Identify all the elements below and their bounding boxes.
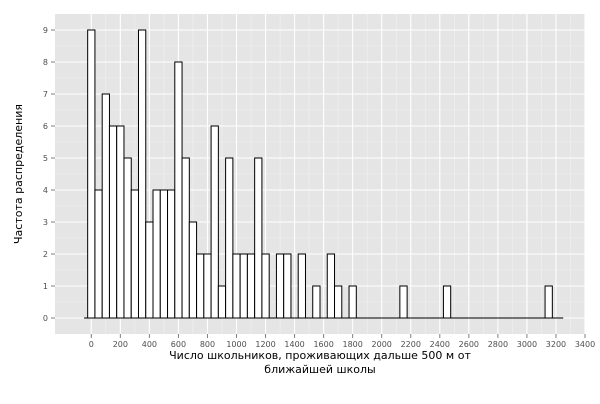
y-tick-label: 1 (43, 282, 48, 291)
x-tick-label: 0 (89, 340, 94, 349)
y-tick-label: 2 (43, 250, 48, 259)
histogram-bar (261, 253, 270, 319)
y-tick-label: 9 (43, 26, 48, 35)
x-tick-label: 2800 (488, 340, 508, 349)
x-tick-label: 600 (171, 340, 186, 349)
histogram-bar (210, 125, 219, 319)
x-tick-label: 2600 (459, 340, 479, 349)
histogram-bars (84, 29, 564, 319)
histogram-bar (130, 189, 139, 319)
x-tick-label: 1400 (284, 340, 304, 349)
histogram-bar (159, 189, 169, 319)
x-tick-label: 2400 (430, 340, 450, 349)
y-tick-label: 4 (43, 186, 48, 195)
histogram-bar (152, 189, 161, 319)
histogram-bar (334, 285, 343, 319)
histogram-bar (442, 285, 452, 319)
histogram-bar (348, 285, 357, 319)
histogram-bar (137, 29, 147, 319)
histogram-bar (101, 93, 110, 319)
x-axis-title-line-2: ближайшей школы (264, 363, 375, 376)
histogram-bar (167, 189, 176, 319)
y-tick-label: 8 (43, 58, 48, 67)
x-tick-label: 1200 (255, 340, 275, 349)
x-tick-label: 3000 (517, 340, 537, 349)
histogram-bar (246, 253, 256, 319)
histogram-bar (188, 221, 198, 319)
histogram-bar (312, 285, 321, 319)
x-tick-label: 2200 (401, 340, 421, 349)
histogram-bar (123, 157, 132, 319)
y-tick-label: 7 (43, 90, 48, 99)
y-tick-label: 6 (43, 122, 48, 131)
histogram-bar (145, 221, 154, 319)
x-tick-label: 800 (200, 340, 215, 349)
histogram-bar (544, 285, 553, 319)
histogram-bar (283, 253, 292, 319)
x-axis: 0 200 400 600 800 1000 1200 1400 1600 1800 2000 220… (89, 334, 595, 349)
histogram-bar (297, 253, 306, 319)
histogram-bar (87, 29, 96, 319)
y-tick-label: 0 (43, 314, 48, 323)
histogram-bar (181, 157, 190, 319)
x-tick-label: 2000 (372, 340, 392, 349)
histogram-bar (203, 253, 212, 319)
y-tick-label: 5 (43, 154, 48, 163)
histogram-bar (232, 253, 241, 319)
histogram-bar (108, 125, 118, 319)
histogram-bar (275, 253, 285, 319)
y-tick-label: 3 (43, 218, 48, 227)
y-axis-title: Частота распределения (12, 104, 25, 244)
x-tick-label: 3200 (546, 340, 566, 349)
histogram-bar (94, 189, 103, 319)
histogram-bar (254, 157, 263, 319)
histogram-bar (239, 253, 248, 319)
x-tick-label: 200 (113, 340, 128, 349)
x-tick-label: 1000 (226, 340, 246, 349)
y-axis: 0 1 2 3 4 5 6 7 8 9 (43, 26, 55, 323)
histogram-bar (225, 157, 234, 319)
x-axis-title-line-1: Число школьников, проживающих дальше 500… (169, 349, 471, 362)
histogram-bar (399, 285, 408, 319)
x-tick-label: 1800 (342, 340, 362, 349)
histogram-bar (116, 125, 125, 319)
histogram-bar (326, 253, 336, 319)
x-tick-label: 400 (142, 340, 157, 349)
histogram-bar (174, 61, 183, 319)
histogram-bar (196, 253, 205, 319)
histogram-bar (217, 285, 227, 319)
x-tick-label: 1600 (313, 340, 333, 349)
x-tick-label: 3400 (575, 340, 595, 349)
